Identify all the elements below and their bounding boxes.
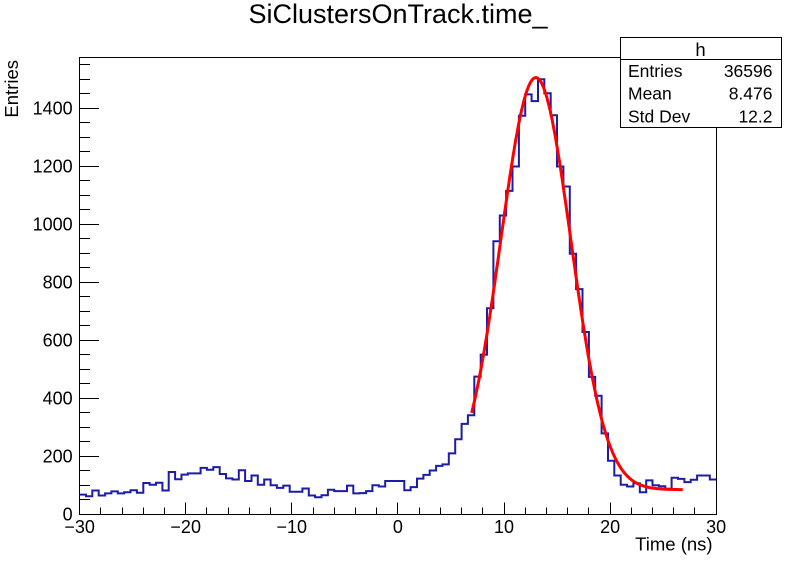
- svg-text:10: 10: [494, 517, 514, 537]
- svg-text:SiClustersOnTrack.time_: SiClustersOnTrack.time_: [248, 0, 548, 29]
- svg-text:−30: −30: [64, 517, 95, 537]
- svg-text:200: 200: [43, 446, 73, 466]
- svg-text:8.476: 8.476: [729, 84, 773, 104]
- svg-text:h: h: [695, 39, 705, 60]
- svg-text:30: 30: [706, 517, 726, 537]
- svg-text:20: 20: [600, 517, 620, 537]
- svg-text:Mean: Mean: [628, 84, 682, 104]
- svg-text:Std Dev: Std Dev: [628, 106, 705, 126]
- svg-text:36596: 36596: [724, 61, 773, 81]
- svg-text:Entries: Entries: [1, 60, 22, 118]
- svg-text:0: 0: [63, 504, 73, 524]
- svg-text:12.2: 12.2: [738, 106, 772, 126]
- svg-text:Entries: Entries: [628, 61, 687, 81]
- svg-text:1200: 1200: [33, 157, 73, 177]
- svg-text:0: 0: [393, 517, 403, 537]
- svg-text:−20: −20: [170, 517, 201, 537]
- svg-text:1000: 1000: [33, 215, 73, 235]
- svg-text:1400: 1400: [33, 99, 73, 119]
- svg-text:400: 400: [43, 388, 73, 408]
- svg-text:−10: −10: [277, 517, 308, 537]
- svg-text:600: 600: [43, 330, 73, 350]
- svg-text:800: 800: [43, 273, 73, 293]
- svg-text:Time (ns): Time (ns): [635, 534, 712, 555]
